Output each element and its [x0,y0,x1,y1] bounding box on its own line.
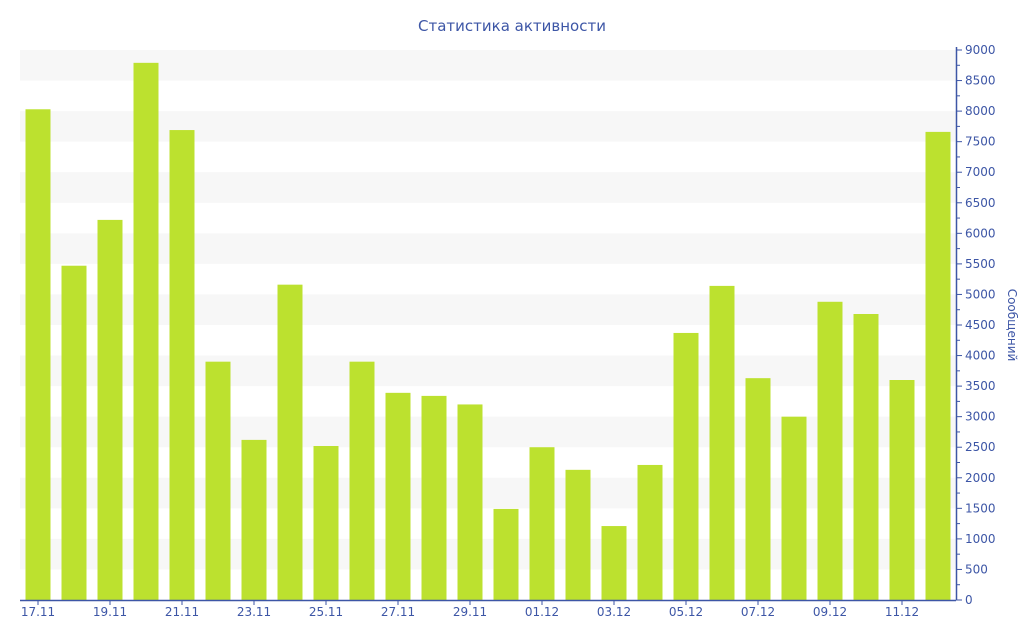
grid-band [20,50,956,81]
y-tick-label: 1000 [965,532,996,546]
x-tick-label: 01.12 [525,605,559,619]
y-tick-label: 3500 [965,379,996,393]
bar-08.12 [781,416,807,600]
y-tick-label: 7500 [965,135,996,149]
x-tick-label: 25.11 [309,605,343,619]
chart-title: Статистика активности [418,17,606,35]
bar-26.11 [349,361,375,600]
x-tick-label: 27.11 [381,605,415,619]
y-tick-label: 2000 [965,471,996,485]
bar-03.12 [601,526,627,600]
y-tick-label: 8000 [965,104,996,118]
grid-band [20,355,956,387]
grid-band [20,416,956,448]
x-tick-label: 03.12 [597,605,631,619]
bar-01.12 [529,447,555,600]
x-tick-label: 07.12 [741,605,775,619]
bar-06.12 [709,285,735,600]
y-tick-label: 3000 [965,410,996,424]
bar-20.11 [133,62,159,601]
y-tick-label: 4000 [965,349,996,363]
x-tick-label: 29.11 [453,605,487,619]
y-tick-label: 9000 [965,43,996,57]
grid-band [20,294,956,325]
bar-02.12 [565,469,591,600]
bar-05.12 [673,332,699,600]
bar-11.12 [889,380,915,600]
x-tick-label: 21.11 [165,605,199,619]
bar-24.11 [277,284,303,600]
bar-29.11 [457,404,483,600]
x-tick-label: 09.12 [813,605,847,619]
x-tick-label: 23.11 [237,605,271,619]
bar-12.12 [925,131,951,600]
grid-bands [20,50,956,570]
y-tick-label: 2500 [965,440,996,454]
x-tick-label: 19.11 [93,605,127,619]
y-tick-label: 1500 [965,501,996,515]
x-axis: 17.11 19.11 21.11 23.11 25.11 27.11 29.11 01.12… [20,599,956,619]
bar-18.11 [61,265,87,600]
grid-band [20,538,956,570]
bar-19.11 [97,219,123,600]
bar-25.11 [313,446,339,600]
bar-30.11 [493,508,519,600]
y-tick-label: 6000 [965,226,996,240]
y-tick-label: 7000 [965,165,996,179]
bar-27.11 [385,392,411,600]
bar-10.12 [853,314,879,600]
bar-28.11 [421,395,447,600]
bar-17.11 [25,109,51,601]
bar-09.12 [817,301,843,600]
bar-22.11 [205,361,231,600]
y-tick-label: 500 [965,562,988,576]
grid-band [20,111,956,142]
bar-04.12 [637,464,663,600]
y-tick-label: 0 [965,593,973,607]
x-tick-label: 11.12 [885,605,919,619]
x-tick-label: 17.11 [21,605,55,619]
y-tick-label: 6500 [965,196,996,210]
grid-band [20,233,956,264]
y-tick-label: 5000 [965,287,996,301]
bar-23.11 [241,439,267,600]
grid-band [20,477,956,509]
bar-21.11 [169,130,195,601]
y-axis: 0 500 1000 1500 2000 2500 3000 3500 4000 4500 5000… [955,43,996,607]
bar-07.12 [745,378,771,600]
grid-band [20,172,956,203]
x-tick-label: 05.12 [669,605,703,619]
y-tick-label: 8500 [965,74,996,88]
y-tick-label: 5500 [965,257,996,271]
y-axis-label: Сообщений [1005,289,1019,362]
y-tick-label: 4500 [965,318,996,332]
bars [25,62,951,601]
